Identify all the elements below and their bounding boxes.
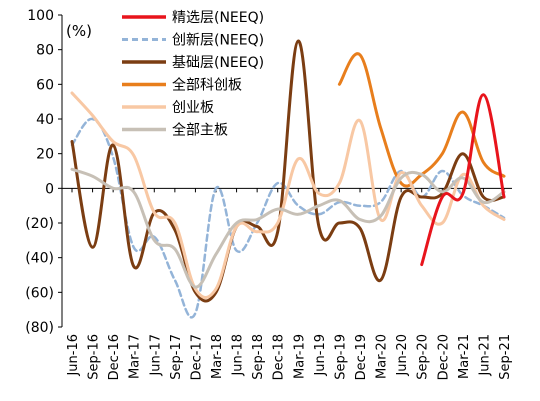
y-tick-label: 60 xyxy=(36,77,54,93)
x-tick-label: Dec-19 xyxy=(354,334,369,380)
y-tick-label: 20 xyxy=(36,147,54,163)
unit-label: (%) xyxy=(66,22,92,40)
x-tick-label: Mar-18 xyxy=(210,334,225,379)
x-tick-label: Jun-17 xyxy=(148,334,163,377)
legend-label-5: 全部主板 xyxy=(172,122,228,139)
x-tick-label: Dec-16 xyxy=(107,334,122,380)
x-tick-label: Sep-18 xyxy=(251,334,266,380)
series-line-2 xyxy=(70,39,506,303)
y-tick-label: (20) xyxy=(25,216,54,232)
series-line-5 xyxy=(70,167,506,289)
x-tick-label: Dec-17 xyxy=(189,334,204,380)
x-tick-label: Mar-17 xyxy=(128,334,143,379)
y-tick-label: 100 xyxy=(27,8,54,24)
legend-label-2: 基础层(NEEQ) xyxy=(172,54,264,71)
y-tick-label: 0 xyxy=(45,181,54,197)
x-tick-label: Sep-21 xyxy=(498,334,513,380)
y-tick-label: 40 xyxy=(36,112,54,128)
x-tick-label: Sep-16 xyxy=(87,334,102,380)
legend-label-1: 创新层(NEEQ) xyxy=(172,33,264,49)
x-tick-label: Dec-18 xyxy=(272,334,287,380)
series-line-0 xyxy=(420,93,506,267)
series-line-4 xyxy=(70,91,506,299)
x-tick-label: Sep-20 xyxy=(416,334,431,380)
series-line-3 xyxy=(337,52,506,188)
legend-label-0: 精选层(NEEQ) xyxy=(172,10,264,26)
legend-label-3: 全部科创板 xyxy=(172,77,242,94)
y-tick-label: (60) xyxy=(25,285,54,301)
axes: (80) (60) (40) (20) 0 20 40 60 80 100 Jun-16 Sep-16… xyxy=(25,8,513,380)
y-tick-label: (40) xyxy=(25,251,54,267)
x-tick-label: Jun-19 xyxy=(313,334,328,377)
x-tick-label: Sep-17 xyxy=(169,334,184,380)
series-lines xyxy=(70,39,506,319)
x-tick-label: Sep-19 xyxy=(333,334,348,380)
x-tick-label: Jun-21 xyxy=(477,334,492,377)
legend-label-4: 创业板 xyxy=(172,100,214,116)
y-tick-label: (80) xyxy=(25,320,54,336)
x-tick-label: Jun-16 xyxy=(66,334,81,377)
x-tick-label: Jun-20 xyxy=(395,334,410,377)
x-tick-label: Mar-21 xyxy=(457,334,472,379)
series-line-1 xyxy=(70,117,506,319)
x-tick-label: Jun-18 xyxy=(231,334,246,377)
x-tick-label: Mar-20 xyxy=(375,334,390,379)
y-tick-label: 80 xyxy=(36,43,54,59)
x-tick-label: Mar-19 xyxy=(292,334,307,379)
x-tick-label: Dec-20 xyxy=(436,334,451,380)
